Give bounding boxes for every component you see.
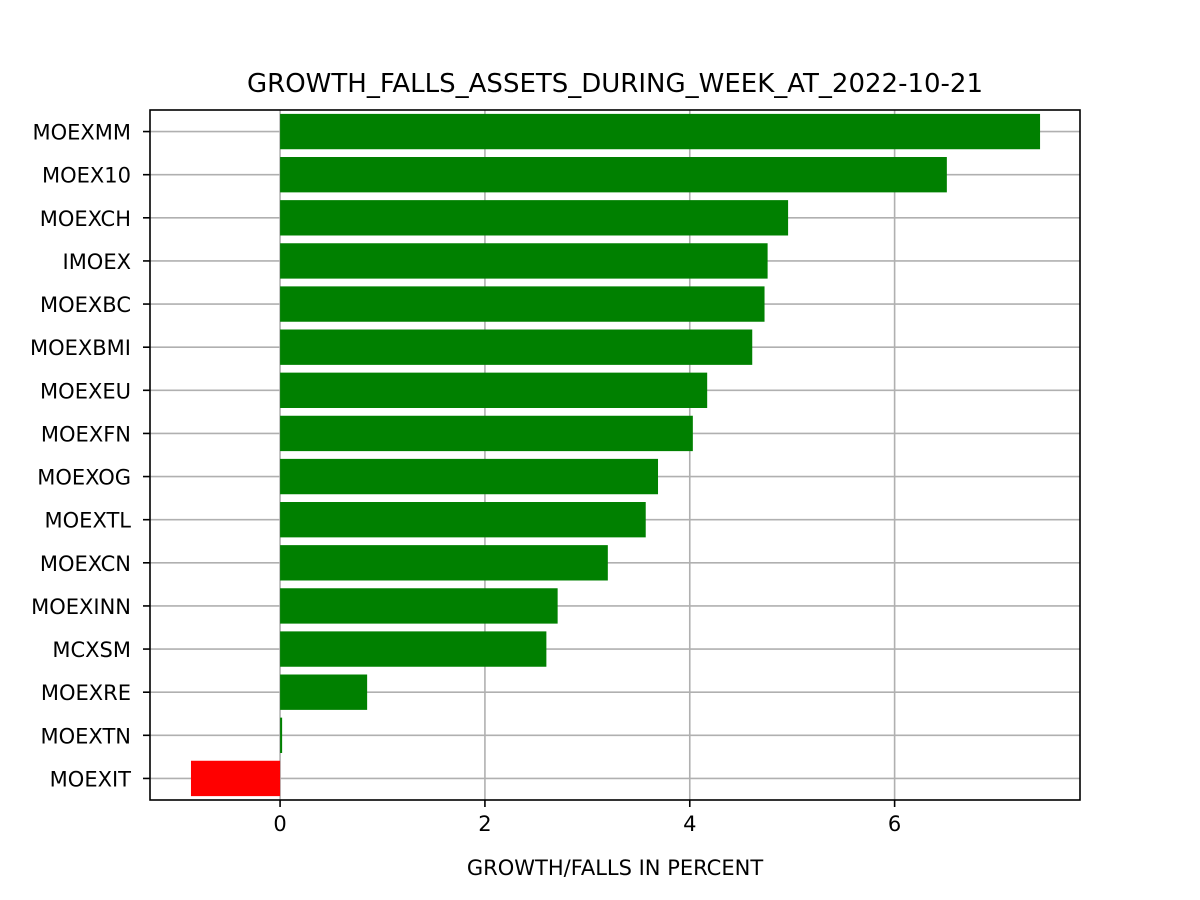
x-tick-label: 0 <box>273 812 286 836</box>
x-tick-label: 6 <box>888 812 901 836</box>
bar-moexinn <box>280 588 558 624</box>
x-tick-label: 4 <box>683 812 696 836</box>
y-tick-label: MOEX10 <box>42 164 131 188</box>
x-axis-label: GROWTH/FALLS IN PERCENT <box>467 856 763 880</box>
y-tick-label: MOEXCN <box>40 552 131 576</box>
bar-moextn <box>280 717 283 753</box>
y-tick-label: MCXSM <box>52 638 131 662</box>
y-tick-label: MOEXIT <box>50 767 131 791</box>
bar-moexcn <box>280 545 608 581</box>
bar-moextl <box>280 502 646 538</box>
bar-moexbc <box>280 286 765 322</box>
y-tick-label: MOEXBC <box>40 293 131 317</box>
y-tick-label: MOEXOG <box>37 466 131 490</box>
y-tick-label: MOEXTL <box>45 509 132 533</box>
bar-imoex <box>280 243 768 279</box>
bars <box>190 113 1041 797</box>
bar-mcxsm <box>280 631 547 667</box>
bar-moexit <box>190 760 281 797</box>
ticks: 0 2 4 6 MOEXMM MOEX10 MOEXCH IMOEX MOEXBC MOEXBMI… <box>30 121 901 836</box>
bar-moexbmi <box>280 329 753 365</box>
y-tick-label: MOEXEU <box>40 379 131 403</box>
bar-moexog <box>280 458 659 495</box>
y-tick-label: MOEXBMI <box>30 336 131 360</box>
y-tick-label: MOEXTN <box>41 724 131 748</box>
bar-moexch <box>280 200 789 236</box>
bar-moexmm <box>280 113 1041 150</box>
x-tick-label: 2 <box>478 812 491 836</box>
y-tick-label: MOEXFN <box>41 422 131 446</box>
y-tick-label: IMOEX <box>63 250 132 274</box>
y-tick-label: MOEXCH <box>40 207 131 231</box>
bar-moexre <box>280 674 368 710</box>
y-tick-label: MOEXINN <box>31 595 131 619</box>
chart-title: GROWTH_FALLS_ASSETS_DURING_WEEK_AT_2022-… <box>247 69 983 99</box>
y-tick-label: MOEXRE <box>41 681 131 705</box>
bar-moexfn <box>280 415 693 452</box>
bar-moexeu <box>280 372 708 408</box>
y-tick-label: MOEXMM <box>32 121 131 145</box>
plot-frame <box>149 109 1081 801</box>
bar-moex10 <box>280 157 947 193</box>
